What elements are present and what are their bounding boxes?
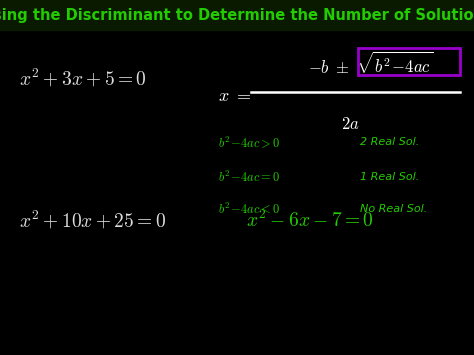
Text: $2a$: $2a$ — [341, 115, 360, 133]
Text: $x^2 + 3x + 5 = 0$: $x^2 + 3x + 5 = 0$ — [19, 67, 147, 89]
Text: No Real Sol.: No Real Sol. — [360, 204, 428, 214]
Bar — [0, 0, 474, 30]
Text: $b^2\!-\!4ac=0$: $b^2\!-\!4ac=0$ — [218, 170, 281, 185]
Text: $b^2\!-\!4ac<0$: $b^2\!-\!4ac<0$ — [218, 202, 281, 217]
Text: $x\ =$: $x\ =$ — [218, 87, 252, 105]
Text: $x^2 + 10x + 25 = 0$: $x^2 + 10x + 25 = 0$ — [19, 209, 166, 231]
Text: $x^2 - 6x - 7 = 0$: $x^2 - 6x - 7 = 0$ — [246, 209, 374, 231]
Text: $-b\ \pm\ \sqrt{b^2\!-\!4ac}$: $-b\ \pm\ \sqrt{b^2\!-\!4ac}$ — [308, 51, 433, 77]
Text: Using the Discriminant to Determine the Number of Solutions: Using the Discriminant to Determine the … — [0, 8, 474, 23]
Text: 2 Real Sol.: 2 Real Sol. — [360, 137, 419, 147]
Text: $b^2\!-\!4ac>0$: $b^2\!-\!4ac>0$ — [218, 134, 281, 150]
Text: 1 Real Sol.: 1 Real Sol. — [360, 173, 419, 182]
